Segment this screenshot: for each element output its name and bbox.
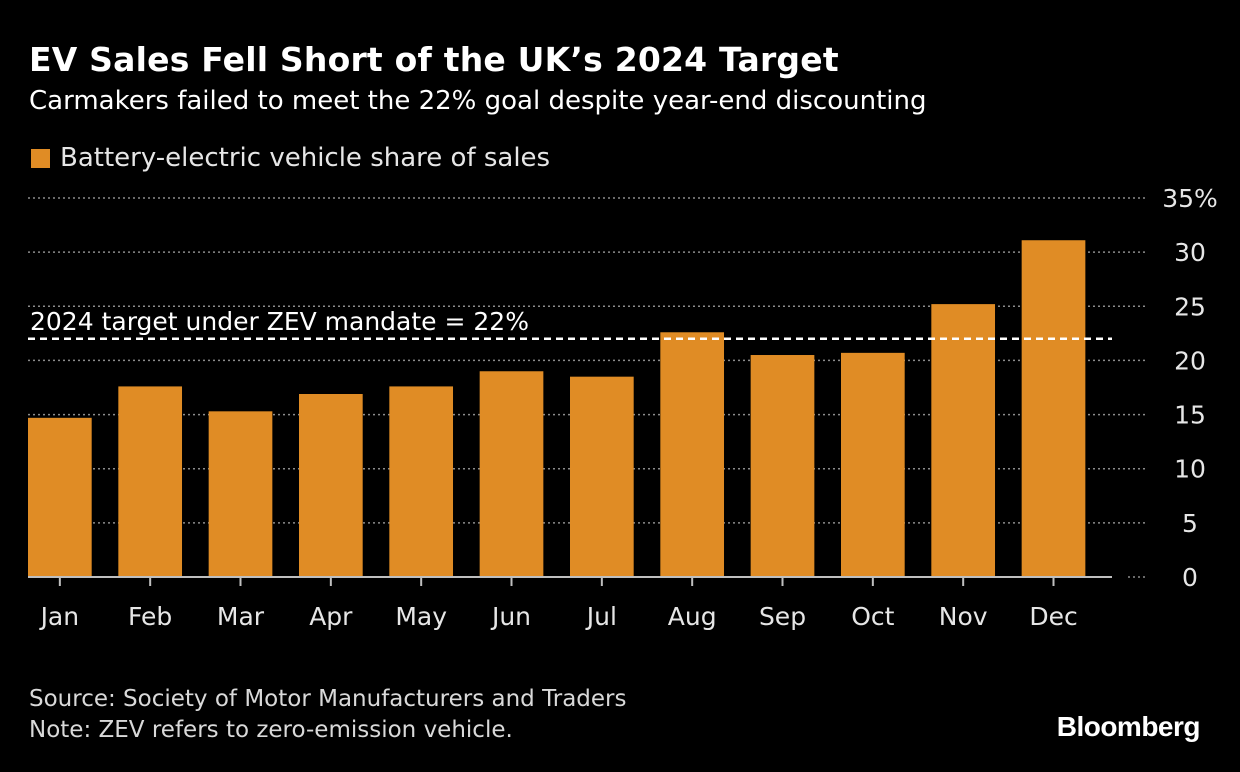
bar-apr bbox=[299, 393, 363, 577]
legend-label: Battery-electric vehicle share of sales bbox=[60, 143, 551, 173]
footnote: Note: ZEV refers to zero-emission vehicl… bbox=[29, 717, 513, 743]
bar-feb bbox=[118, 386, 183, 577]
bar-oct bbox=[841, 352, 905, 577]
target-reference: 2024 target under ZEV mandate = 22% bbox=[28, 307, 1112, 341]
bar-jan bbox=[28, 417, 92, 577]
bar-nov bbox=[931, 304, 996, 577]
bar-jun bbox=[479, 371, 544, 577]
axes: 0 5 10 15 20 25 30 35% Jan Feb Mar Apr May Jun Jul Aug S… bbox=[28, 184, 1218, 631]
bars bbox=[28, 240, 1086, 577]
x-tick-label: Nov bbox=[939, 602, 988, 631]
x-tick-label: Sep bbox=[759, 602, 806, 631]
y-tick-label: 10 bbox=[1174, 455, 1206, 484]
bar-sep bbox=[750, 355, 815, 577]
source-note: Source: Society of Motor Manufacturers a… bbox=[29, 686, 627, 712]
x-tick-label: Dec bbox=[1029, 602, 1077, 631]
x-tick-label: Jun bbox=[490, 602, 531, 631]
x-tick-label: Jan bbox=[39, 602, 80, 631]
x-tick-label: Jul bbox=[585, 602, 617, 631]
bloomberg-logo: Bloomberg bbox=[1056, 711, 1201, 742]
y-tick-label: 0 bbox=[1182, 563, 1198, 592]
bar-aug bbox=[660, 332, 725, 577]
y-tick-label: 25 bbox=[1174, 292, 1206, 321]
y-tick-label: 15 bbox=[1174, 401, 1206, 430]
chart-title: EV Sales Fell Short of the UK’s 2024 Tar… bbox=[29, 40, 839, 79]
bar-mar bbox=[208, 411, 273, 577]
legend-swatch bbox=[31, 148, 50, 168]
x-tick-label: Oct bbox=[851, 602, 894, 631]
bar-may bbox=[389, 386, 454, 577]
y-tick-label: 20 bbox=[1174, 346, 1206, 375]
legend: Battery-electric vehicle share of sales bbox=[29, 143, 550, 173]
y-tick-label: 35% bbox=[1162, 184, 1218, 213]
bar-dec bbox=[1021, 240, 1086, 577]
target-line-label: 2024 target under ZEV mandate = 22% bbox=[30, 307, 529, 336]
x-tick-label: Feb bbox=[128, 602, 172, 631]
x-tick-label: Aug bbox=[668, 602, 717, 631]
x-tick-label: May bbox=[395, 602, 447, 631]
x-tick-label: Mar bbox=[217, 602, 265, 631]
y-tick-label: 30 bbox=[1174, 238, 1206, 267]
y-tick-label: 5 bbox=[1182, 509, 1198, 538]
bar-jul bbox=[570, 376, 634, 577]
x-tick-label: Apr bbox=[309, 602, 353, 631]
chart-subtitle: Carmakers failed to meet the 22% goal de… bbox=[29, 86, 927, 116]
